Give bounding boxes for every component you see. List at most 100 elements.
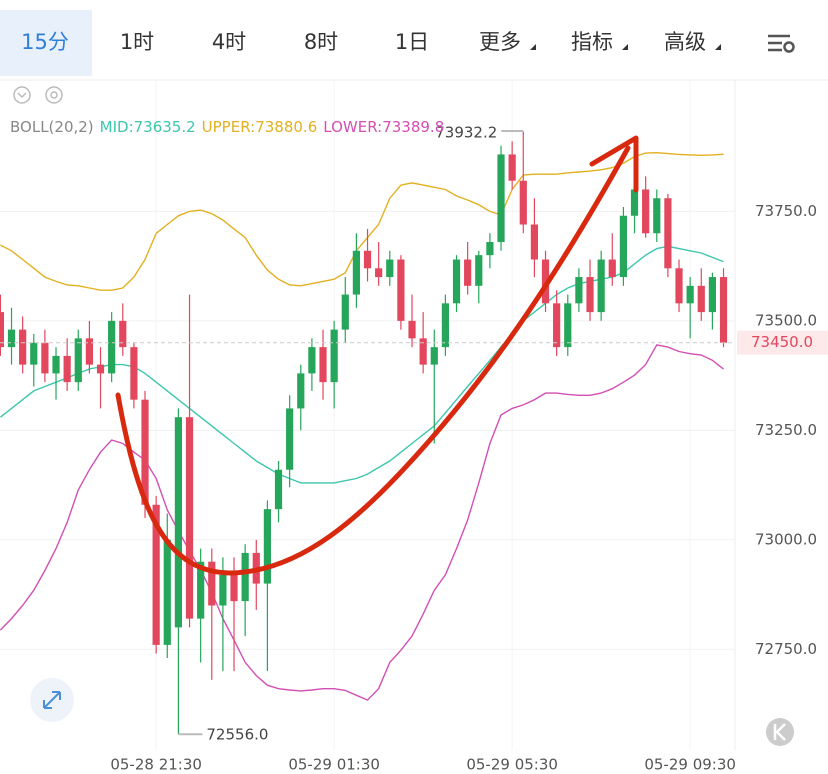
candle-body (85, 338, 93, 365)
candle-body (241, 552, 249, 602)
candle-body (119, 320, 127, 348)
candle-body (141, 399, 149, 505)
y-tick-label: 72750.0 (755, 640, 817, 658)
candle-body (96, 364, 105, 374)
candle-body (564, 303, 572, 348)
candle-body (108, 320, 116, 374)
candle-body (530, 224, 538, 260)
tab[interactable]: 1时 (120, 30, 154, 54)
y-tick-label: 73750.0 (755, 202, 817, 220)
candle-body (7, 329, 16, 348)
candle-body (597, 259, 605, 313)
tab[interactable]: 高级 (664, 30, 706, 54)
candle-body (163, 539, 171, 645)
candle-body (486, 242, 494, 256)
candle-body (386, 259, 394, 278)
tab-caret (622, 44, 628, 50)
settings-icon[interactable] (768, 34, 795, 53)
candle-body (408, 320, 416, 339)
boll-line (0, 344, 724, 701)
last-price-box (737, 330, 828, 355)
candle-body (553, 303, 561, 348)
candle-body (430, 347, 438, 365)
candle-body (397, 259, 405, 321)
active-tab-bg (0, 10, 92, 76)
candle-body (208, 561, 216, 606)
candle-body (475, 255, 483, 286)
last-price-label: 73450.0 (751, 333, 813, 351)
tab[interactable]: 1日 (395, 30, 429, 54)
back-button[interactable] (766, 718, 794, 746)
y-tick-label: 73500.0 (755, 311, 817, 329)
candle-body (575, 277, 583, 304)
candle-body (697, 285, 705, 313)
tab[interactable]: 更多 (479, 30, 521, 54)
candle-body (675, 268, 683, 304)
candle-body (286, 408, 294, 470)
x-tick-label: 05-29 05:30 (466, 756, 558, 774)
candle-body (608, 259, 616, 278)
plot-area (0, 80, 735, 750)
legend-entry: LOWER:73389.8 (323, 118, 444, 136)
tab[interactable]: 指标 (571, 30, 613, 54)
candle-body (0, 312, 4, 348)
candle-body (152, 504, 160, 645)
candle-body (41, 342, 49, 374)
tab[interactable]: 15分 (21, 30, 69, 54)
expand-button[interactable] (30, 678, 74, 722)
candle-body (519, 180, 527, 225)
candle-body (341, 294, 349, 330)
candle-body (230, 574, 238, 602)
tab-caret (530, 44, 536, 50)
trend-arrow (115, 135, 639, 576)
candle-body (419, 338, 427, 365)
candle-body (441, 303, 449, 348)
tab-caret (715, 44, 721, 50)
candle-body (52, 355, 60, 374)
candle-body (219, 574, 227, 606)
candle-body (197, 561, 205, 619)
candle-body (363, 250, 372, 269)
tab[interactable]: 4时 (212, 30, 246, 54)
tab-bar (0, 0, 828, 80)
candle-body (330, 329, 338, 383)
candle-body (586, 277, 594, 313)
candle-body (185, 417, 194, 619)
candle-body (375, 268, 383, 278)
candle-body (464, 259, 472, 286)
boll-line (0, 151, 724, 291)
candle-body (263, 509, 271, 584)
candle-body (719, 277, 728, 343)
candle-body (352, 250, 360, 295)
y-tick-label: 73250.0 (755, 421, 817, 439)
tab[interactable]: 8时 (304, 30, 338, 54)
candle-body (174, 417, 182, 628)
legend-entry: BOLL(20,2) (10, 118, 94, 136)
candle-body (74, 338, 82, 383)
candle-body (630, 189, 639, 216)
candle-body (664, 198, 672, 269)
high-label: 73932.2 (435, 124, 497, 142)
x-tick-label: 05-29 01:30 (288, 756, 380, 774)
candle-body (642, 189, 650, 234)
candle-body (63, 355, 71, 383)
x-tick-label: 05-29 09:30 (644, 756, 736, 774)
candle-body (452, 259, 461, 304)
candle-body (619, 215, 627, 278)
candle-body (708, 277, 716, 313)
candle-body (653, 198, 661, 234)
candle-body (308, 347, 316, 374)
candle-body (319, 347, 327, 383)
x-tick-label: 05-28 21:30 (110, 756, 202, 774)
candle-body (297, 373, 305, 409)
candle-body (30, 342, 38, 365)
candle-body (497, 154, 505, 243)
tool-icons[interactable] (13, 86, 63, 104)
candle-body (274, 469, 283, 510)
legend-entry: MID:73635.2 (100, 118, 196, 136)
candle-body (130, 347, 138, 400)
candle-body (686, 285, 694, 304)
candle-body (19, 329, 27, 365)
